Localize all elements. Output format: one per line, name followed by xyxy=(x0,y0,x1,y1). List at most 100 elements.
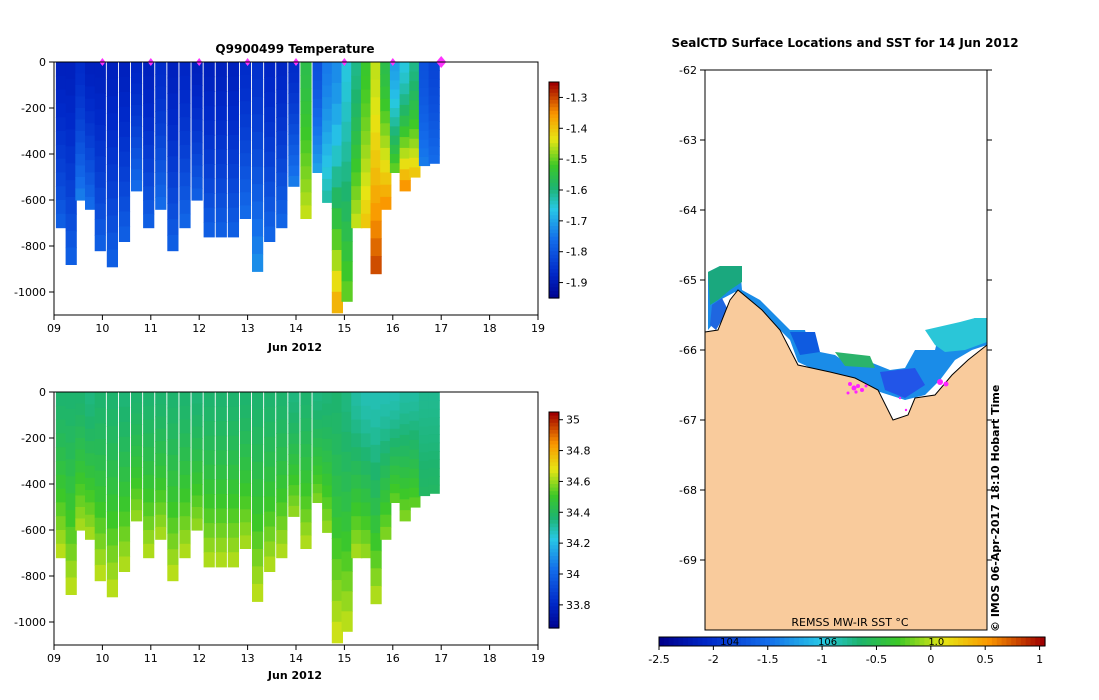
temperature-profile-cell xyxy=(300,166,312,180)
temperature-profile-cell xyxy=(428,112,440,122)
sst-colorbar-step xyxy=(1006,637,1012,646)
temperature-profile-cell xyxy=(370,150,382,169)
temperature-profile-cell xyxy=(227,76,239,92)
surface-marker xyxy=(293,58,299,62)
salinity-profile xyxy=(252,392,264,602)
salinity-profile-cell xyxy=(264,436,276,453)
temperature-colorbar-step xyxy=(549,244,559,249)
temperature-profile-cell xyxy=(312,80,324,91)
temperature-colorbar-step xyxy=(549,215,559,220)
sst-colorbar-step xyxy=(702,637,708,646)
salinity-profile-cell xyxy=(409,420,421,431)
salinity-profile-cell xyxy=(94,392,106,409)
salinity-profile-cell xyxy=(131,467,143,479)
sst-colorbar-step xyxy=(731,637,737,646)
temperature-profile-cell xyxy=(252,166,264,185)
salinity-profile-cell xyxy=(239,535,252,549)
temperature-profile-cell xyxy=(399,137,411,149)
temperature-profile-cell xyxy=(409,167,421,178)
temperature-profile-cell xyxy=(264,106,276,123)
temperature-profile-cell xyxy=(143,89,155,104)
salinity-profile-cell xyxy=(65,543,77,562)
temperature-profile-cell xyxy=(276,62,288,77)
temperature-x-label: Jun 2012 xyxy=(267,341,322,354)
temperature-profile-cell xyxy=(360,158,373,173)
temperature-profile-cell xyxy=(418,131,431,141)
salinity-profile-cell xyxy=(276,474,288,490)
temperature-profile-cell xyxy=(203,120,215,136)
salinity-profile-cell xyxy=(167,486,179,503)
salinity-profile-cell xyxy=(55,530,68,545)
salinity-profile-cell xyxy=(131,510,143,522)
temperature-profile-cell xyxy=(75,62,87,75)
salinity-profile-cell xyxy=(288,423,300,434)
salinity-profile-cell xyxy=(75,472,87,485)
temperature-profile-cell xyxy=(288,72,300,84)
salinity-profile-cell xyxy=(428,425,440,435)
temperature-profile-cell xyxy=(264,62,276,78)
salinity-profile-cell xyxy=(131,445,143,457)
temperature-colorbar-step xyxy=(549,280,559,285)
sst-cyan-patch-east xyxy=(925,318,987,352)
temperature-profile xyxy=(118,62,131,242)
salinity-profile-cell xyxy=(389,456,402,467)
temperature-x-ticks: 09 10 11 12 13 14 15 16 17 18 19 xyxy=(47,315,545,335)
temperature-profile-cell xyxy=(409,129,421,140)
salinity-profile-cell xyxy=(360,502,373,517)
salinity-profile-cell xyxy=(167,502,179,519)
temperature-profile-cell xyxy=(75,96,87,109)
sst-colorbar-step xyxy=(745,637,752,646)
salinity-profile-cell xyxy=(399,456,411,468)
salinity-profile xyxy=(389,392,402,503)
sst-colorbar-step xyxy=(972,637,978,646)
temperature-profile-cell xyxy=(167,156,179,173)
temperature-profile-cell xyxy=(264,166,276,183)
temperature-profile-cell xyxy=(380,98,392,112)
salinity-profile-cell xyxy=(409,449,421,460)
temperature-profile-cell xyxy=(65,247,77,265)
salinity-profile-cell xyxy=(418,452,431,462)
temperature-profile-cell xyxy=(428,104,440,114)
salinity-colorbar-step xyxy=(549,433,559,438)
salinity-x-tick-label: 12 xyxy=(192,652,206,665)
salinity-profile xyxy=(215,392,227,568)
salinity-profile-cell xyxy=(215,537,227,553)
temperature-profile xyxy=(389,62,402,173)
surface-marker xyxy=(147,58,154,62)
salinity-profile-cell xyxy=(118,511,131,528)
salinity-profile-cell xyxy=(312,456,324,467)
sst-colorbar-step xyxy=(1020,637,1027,646)
temperature-profile-cell xyxy=(312,108,324,118)
salinity-profile-cell xyxy=(75,518,87,531)
salinity-profile-cell xyxy=(215,421,227,437)
salinity-profile-cell xyxy=(191,449,203,462)
salinity-profile xyxy=(300,392,312,549)
sst-colorbar-step xyxy=(924,637,930,646)
salinity-colorbar-step xyxy=(549,577,559,582)
salinity-profile-cell xyxy=(351,461,363,476)
temperature-y-tick-label: -600 xyxy=(21,194,46,207)
temperature-profile-cell xyxy=(55,131,68,146)
temperature-colorbar-step xyxy=(549,100,559,105)
temperature-profile-cell xyxy=(118,181,131,198)
salinity-colorbar-step xyxy=(549,620,559,625)
salinity-profile-cell xyxy=(75,484,87,497)
temperature-profile-cell xyxy=(215,207,227,223)
temperature-profile-cell xyxy=(106,130,118,148)
salinity-profile-cell xyxy=(85,477,97,491)
surface-marker xyxy=(244,58,251,62)
sst-colorbar-step xyxy=(697,637,703,646)
temperature-profile-cell xyxy=(312,144,324,155)
temperature-profile-cell xyxy=(94,62,106,79)
salinity-profile-cell xyxy=(312,410,324,421)
salinity-profile-cell xyxy=(360,543,373,559)
temperature-x-tick-label: 13 xyxy=(241,322,255,335)
salinity-profile-cell xyxy=(65,526,77,545)
temperature-profile-cell xyxy=(351,213,363,229)
temperature-profile-cell xyxy=(94,140,106,157)
salinity-profile-cell xyxy=(75,415,87,428)
salinity-profile-cell xyxy=(106,409,118,427)
temperature-profile-cell xyxy=(215,222,227,238)
temperature-colorbar-step xyxy=(549,254,559,259)
salinity-profile-cell xyxy=(155,392,167,405)
